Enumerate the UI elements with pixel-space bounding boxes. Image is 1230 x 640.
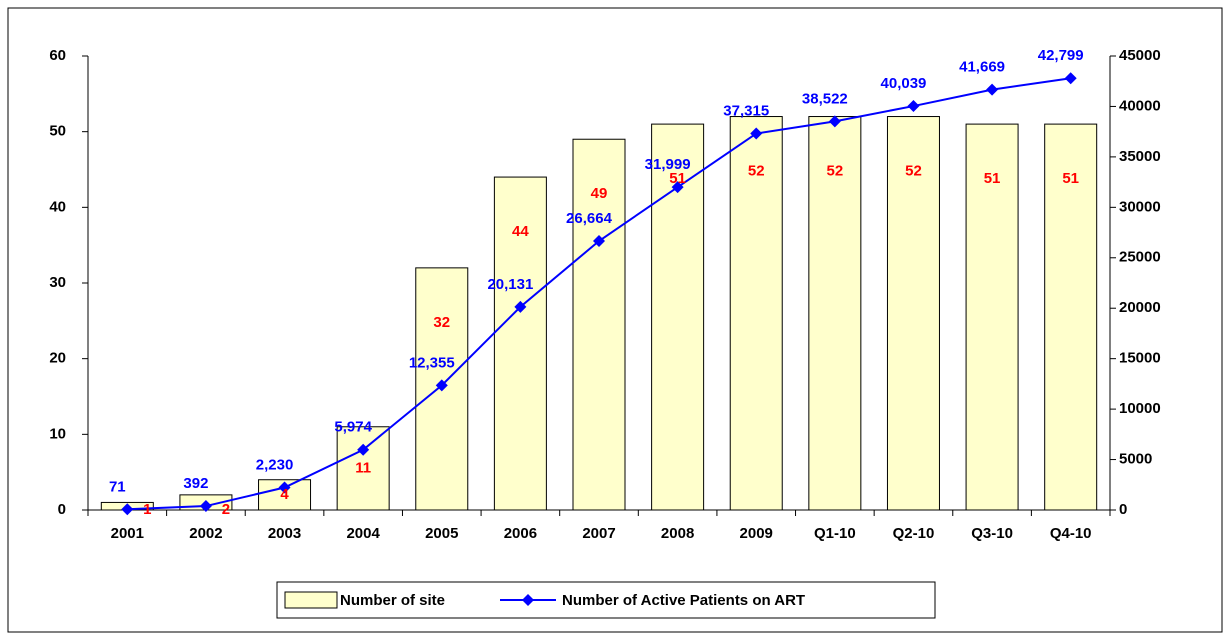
x-tick-label: 2009 [740,525,773,542]
x-tick-label: 2005 [425,525,458,542]
bar-label: 51 [984,170,1001,187]
line-marker [593,234,605,247]
line-label: 38,522 [802,90,848,107]
line-marker [278,481,291,494]
y2-tick-label: 0 [1119,501,1127,518]
y2-tick-label: 30000 [1119,198,1161,215]
line-marker [1064,72,1077,85]
y-tick-label: 30 [49,274,66,291]
y-tick-label: 0 [58,501,66,518]
x-tick-label: Q1-10 [814,525,856,542]
bar [886,116,940,511]
legend-label: Number of site [340,592,445,609]
line-marker [671,181,684,194]
legend-marker [522,594,534,606]
y-tick-label: 20 [49,350,66,367]
line-label: 71 [109,478,126,495]
bar-label: 1 [143,501,151,518]
bar-label: 51 [669,170,686,187]
line-label: 40,039 [881,75,927,92]
line-label: 392 [183,475,208,492]
y2-tick-label: 45000 [1119,47,1161,64]
legend-box [276,581,936,619]
bar [808,116,862,511]
x-tick-label: 2004 [346,525,380,542]
x-tick-label: 2002 [189,525,222,542]
line-marker [750,127,763,140]
y2-tick-label: 10000 [1119,400,1161,417]
bar-label: 51 [1062,170,1079,187]
line-label: 2,230 [256,456,294,473]
x-tick-label: Q4-10 [1050,525,1092,542]
bar-label: 2 [222,501,230,518]
x-tick-label: 2006 [504,525,537,542]
y2-tick-label: 40000 [1119,97,1161,114]
bar-label: 52 [827,163,844,180]
x-tick-label: 2008 [661,525,694,542]
line-label: 37,315 [723,103,769,120]
y2-tick-label: 35000 [1119,148,1161,165]
line-marker [435,379,448,392]
y2-tick-label: 25000 [1119,249,1161,266]
line-marker [986,83,999,96]
bar-label: 52 [748,163,765,180]
y2-tick-label: 20000 [1119,299,1161,316]
bar [1044,123,1098,511]
bar-label: 49 [591,185,608,202]
x-tick-label: 2001 [111,525,144,542]
line-label: 20,131 [487,276,533,293]
line-label: 41,669 [959,59,1005,76]
bar-label: 11 [355,459,371,476]
y-tick-label: 10 [49,425,66,442]
line-marker [828,115,841,128]
bar-label: 4 [280,486,289,503]
line-marker [357,443,370,456]
line-marker [907,100,920,113]
bar [965,123,1019,511]
x-tick-label: 2007 [582,525,615,542]
x-tick-label: 2003 [268,525,301,542]
x-tick-label: Q3-10 [971,525,1013,542]
line-label: 26,664 [566,210,613,227]
line-marker [199,500,212,513]
legend-swatch [284,591,338,609]
line-label: 12,355 [409,354,455,371]
line-label: 5,974 [334,419,372,436]
x-tick-label: Q2-10 [893,525,935,542]
line-label: 31,999 [645,156,691,173]
y2-tick-label: 15000 [1119,350,1161,367]
line-marker [514,300,527,313]
bar-label: 52 [905,163,922,180]
y-tick-label: 40 [49,198,66,215]
y-tick-label: 50 [49,123,66,140]
y-tick-label: 60 [49,47,66,64]
bar-label: 44 [512,223,529,240]
bar [729,116,783,511]
line-marker [121,503,134,516]
legend-label: Number of Active Patients on ART [562,592,805,609]
bar-label: 32 [433,314,450,331]
y2-tick-label: 5000 [1119,451,1152,468]
line-label: 42,799 [1038,47,1084,64]
